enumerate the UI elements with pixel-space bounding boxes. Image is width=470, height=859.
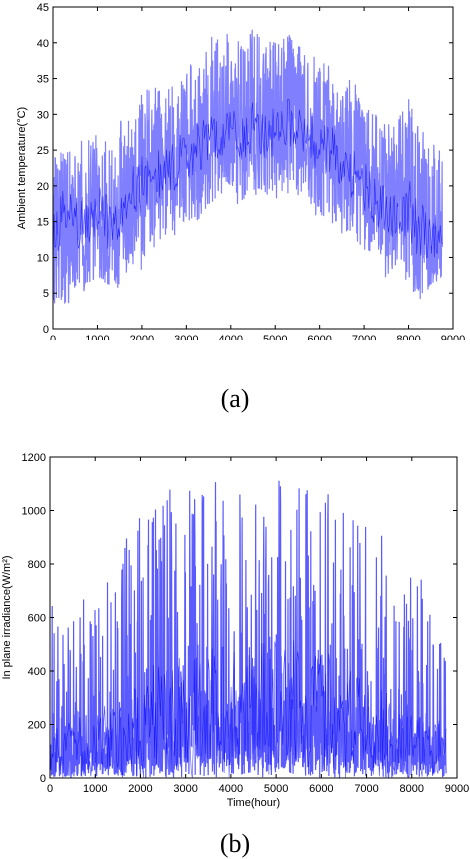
x-tick-label: 8000 bbox=[400, 783, 424, 795]
y-tick-label: 1000 bbox=[22, 506, 46, 518]
x-tick-label: 0 bbox=[50, 334, 56, 340]
x-tick-label: 2000 bbox=[130, 334, 154, 340]
y-tick-label: 5 bbox=[43, 288, 49, 300]
chart-b-plot: 0 1000 2000 3000 4000 5000 6000 7000 8000 9000 0 20… bbox=[1, 452, 469, 809]
panel-label-a: (a) bbox=[220, 384, 250, 413]
x-tick-label: 9000 bbox=[441, 334, 465, 340]
panel-label-b: (b) bbox=[219, 829, 251, 858]
chart-a-plot: 0 1000 2000 3000 4000 5000 6000 7000 8000 9000 0 5 1… bbox=[16, 2, 465, 340]
x-axis-label: Time(hour) bbox=[227, 797, 280, 809]
x-tick-label: 0 bbox=[47, 783, 53, 795]
x-tick-label: 7000 bbox=[352, 334, 376, 340]
chart-a: 0 1000 2000 3000 4000 5000 6000 7000 8000 9000 0 5 1… bbox=[0, 0, 470, 340]
y-tick-label: 1200 bbox=[22, 452, 46, 464]
y-tick-label: 800 bbox=[28, 559, 46, 571]
y-tick-label: 0 bbox=[43, 324, 49, 336]
x-tick-label: 6000 bbox=[309, 783, 333, 795]
x-tick-label: 4000 bbox=[219, 334, 243, 340]
y-axis-label: In plane irradiance(W/m²) bbox=[1, 555, 13, 679]
y-tick-label: 600 bbox=[28, 613, 46, 625]
y-tick-label: 0 bbox=[40, 773, 46, 785]
x-tick-label: 8000 bbox=[396, 334, 420, 340]
y-tick-label: 10 bbox=[37, 252, 49, 264]
x-tick-label: 9000 bbox=[445, 783, 469, 795]
x-tick-label: 1000 bbox=[85, 334, 109, 340]
y-tick-label: 15 bbox=[37, 217, 49, 229]
x-tick-label: 6000 bbox=[307, 334, 331, 340]
x-tick-label: 5000 bbox=[264, 783, 288, 795]
y-axis-label: Ambient temperature(°C) bbox=[16, 107, 28, 229]
y-tick-label: 40 bbox=[37, 38, 49, 50]
x-tick-label: 4000 bbox=[219, 783, 243, 795]
x-tick-label: 7000 bbox=[354, 783, 378, 795]
y-tick-label: 400 bbox=[28, 666, 46, 678]
x-tick-label: 5000 bbox=[263, 334, 287, 340]
chart-b: 0 1000 2000 3000 4000 5000 6000 7000 8000 9000 0 20… bbox=[0, 445, 470, 820]
series-fill-texture bbox=[52, 29, 443, 304]
y-tick-label: 25 bbox=[37, 145, 49, 157]
series-line bbox=[52, 98, 443, 267]
x-tick-label: 1000 bbox=[83, 783, 107, 795]
y-tick-label: 45 bbox=[37, 2, 49, 14]
x-tick-label: 3000 bbox=[174, 334, 198, 340]
y-tick-label: 20 bbox=[37, 181, 49, 193]
y-tick-label: 30 bbox=[37, 109, 49, 121]
x-tick-label: 3000 bbox=[173, 783, 197, 795]
y-tick-label: 200 bbox=[28, 720, 46, 732]
plot-frame bbox=[52, 6, 454, 330]
x-tick-label: 2000 bbox=[128, 783, 152, 795]
y-tick-label: 35 bbox=[37, 74, 49, 86]
